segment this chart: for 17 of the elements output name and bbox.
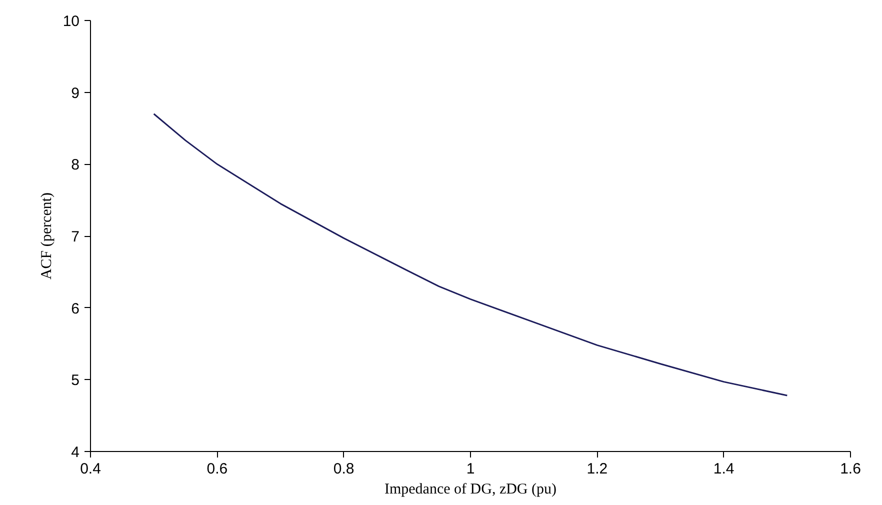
y-axis-title: ACF (percent)	[38, 192, 55, 280]
x-tick-label: 1.4	[713, 460, 734, 478]
x-tick-label: 0.8	[333, 460, 354, 478]
x-tick-label: 1.2	[586, 460, 608, 478]
y-tick-label: 10	[62, 13, 80, 30]
y-tick-label: 6	[71, 300, 80, 318]
x-tick-label: 1	[466, 460, 475, 478]
x-tick-label: 0.6	[206, 460, 228, 478]
y-tick-label: 7	[71, 228, 80, 246]
y-tick-label: 4	[71, 444, 80, 461]
y-tick-label: 9	[71, 84, 80, 102]
x-tick-label: 1.6	[840, 460, 861, 478]
x-tick-label: 0.4	[80, 460, 101, 478]
y-tick-label: 5	[71, 372, 80, 390]
line-series	[153, 113, 788, 396]
x-axis-title: Impedance of DG, zDG (pu)	[384, 482, 557, 498]
y-tick-label: 8	[71, 156, 80, 174]
